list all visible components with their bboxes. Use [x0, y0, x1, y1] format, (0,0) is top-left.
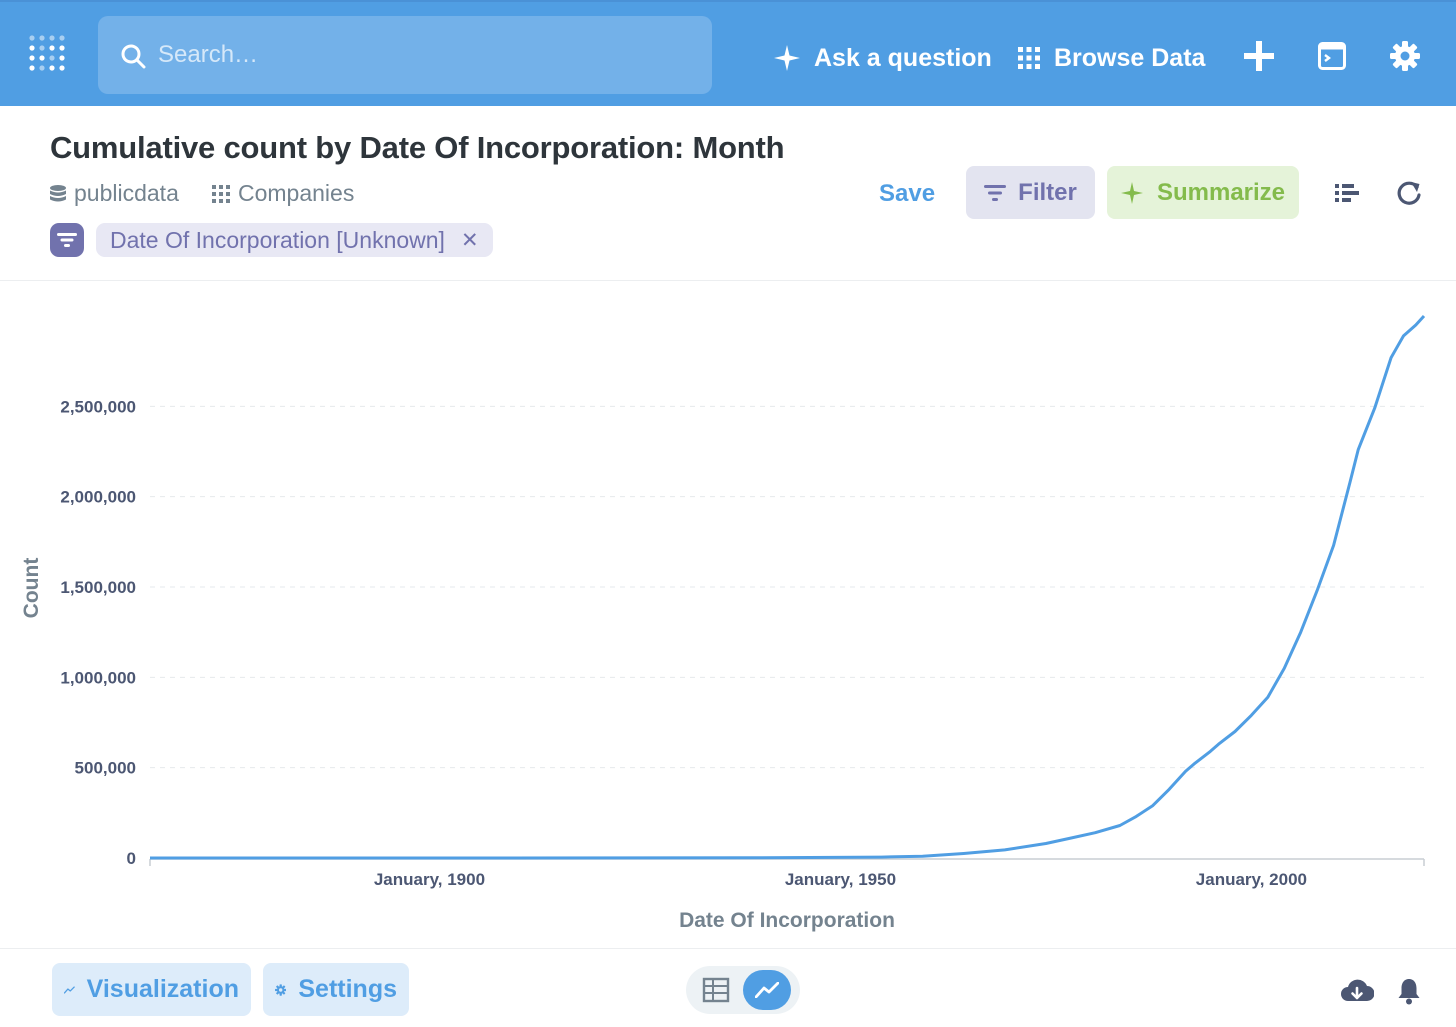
search-icon: [121, 44, 146, 69]
download-button[interactable]: [1340, 974, 1374, 1008]
database-name: publicdata: [74, 180, 179, 206]
filter-button-label: Filter: [1018, 178, 1077, 206]
save-button[interactable]: Save: [879, 180, 936, 207]
table-name: Companies: [238, 180, 355, 206]
summarize-button[interactable]: Summarize: [1107, 166, 1299, 219]
bell-icon: [1398, 979, 1420, 1005]
y-tick-label: 2,500,000: [60, 397, 136, 416]
y-tick-label: 1,000,000: [60, 668, 136, 687]
refresh-icon: [1397, 181, 1421, 205]
y-tick-label: 1,500,000: [60, 578, 136, 597]
new-button[interactable]: [1239, 36, 1279, 76]
search-placeholder: Search…: [158, 41, 259, 68]
top-navbar: Search… Ask a question Browse Data: [0, 0, 1456, 106]
gear-icon: [1390, 41, 1420, 71]
filter-button[interactable]: Filter: [966, 166, 1095, 219]
gear-icon: [275, 983, 287, 996]
browse-data-label: Browse Data: [1054, 43, 1206, 72]
x-axis: January, 1900 January, 1950 January, 2000: [149, 858, 1425, 889]
grid-lines: [150, 405, 1424, 769]
close-icon[interactable]: ✕: [460, 228, 479, 252]
page-title: Cumulative count by Date Of Incorporatio…: [50, 130, 785, 165]
visualization-label: Visualization: [86, 975, 239, 1003]
filter-pill-label: Date Of Incorporation [Unknown]: [110, 226, 445, 253]
y-tick-label: 500,000: [75, 759, 136, 778]
ask-question-button[interactable]: Ask a question: [774, 38, 992, 78]
terminal-icon: [1318, 42, 1346, 70]
x-tick-label: January, 1900: [374, 870, 485, 889]
plus-icon: [1244, 41, 1274, 71]
x-tick-label: January, 1950: [785, 870, 896, 889]
line-chart-icon: [64, 985, 75, 994]
chart-settings-button[interactable]: Settings: [263, 963, 409, 1016]
filter-pill[interactable]: Date Of Incorporation [Unknown] ✕: [96, 223, 493, 257]
database-icon: [50, 184, 66, 201]
filter-icon: [57, 233, 77, 247]
line-chart: 0 500,000 1,000,000 1,500,000 2,000,000 2,500…: [20, 314, 1426, 932]
refresh-button[interactable]: [1394, 178, 1424, 208]
y-tick-label: 0: [127, 849, 136, 868]
ask-question-label: Ask a question: [814, 43, 992, 72]
database-breadcrumb[interactable]: publicdata: [50, 180, 179, 207]
header-divider: [0, 280, 1456, 281]
visualization-button[interactable]: Visualization: [52, 963, 251, 1016]
line-chart-icon: [755, 982, 779, 998]
footer-divider: [0, 948, 1456, 949]
sparkle-icon: [1120, 181, 1143, 204]
settings-button[interactable]: [1385, 36, 1425, 76]
summarize-button-label: Summarize: [1156, 178, 1286, 206]
table-view-icon[interactable]: [702, 976, 730, 1004]
y-tick-label: 2,000,000: [60, 488, 136, 507]
y-axis-title: Count: [20, 558, 43, 619]
sparkle-icon: [774, 45, 800, 71]
series-line[interactable]: [150, 314, 1426, 860]
table-breadcrumb[interactable]: Companies: [212, 180, 354, 207]
browse-data-button[interactable]: Browse Data: [1018, 38, 1205, 78]
native-query-button[interactable]: [1312, 36, 1352, 76]
download-icon: [1341, 979, 1374, 1001]
alert-button[interactable]: [1392, 974, 1426, 1008]
x-tick-label: January, 2000: [1196, 870, 1307, 889]
filter-icon: [984, 184, 1007, 201]
filter-toggle-button[interactable]: [50, 223, 84, 257]
show-editor-button[interactable]: [1332, 178, 1362, 208]
bullet-list-icon: [1335, 184, 1359, 202]
grid-icon: [1018, 47, 1040, 69]
settings-label: Settings: [298, 975, 397, 1003]
chart-view-button[interactable]: [743, 970, 791, 1010]
view-toggle: [686, 966, 800, 1014]
table-icon: [212, 184, 230, 203]
y-axis: 0 500,000 1,000,000 1,500,000 2,000,000 2,500…: [60, 397, 136, 868]
x-axis-title: Date Of Incorporation: [679, 909, 895, 932]
search-bar[interactable]: Search…: [98, 16, 712, 94]
metabase-logo-icon[interactable]: [28, 34, 72, 78]
